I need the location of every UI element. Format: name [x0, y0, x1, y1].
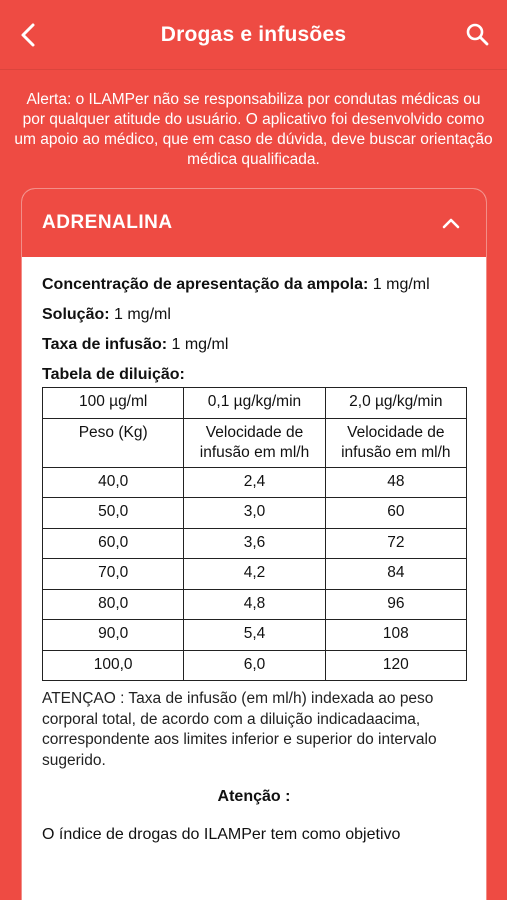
concentration-label: Concentração de apresentação da ampola: — [42, 276, 369, 293]
dilution-table: 100 µg/ml 0,1 µg/kg/min 2,0 µg/kg/min Pe… — [41, 387, 468, 681]
table-cell: 72 — [324, 527, 468, 559]
concentration-line: Concentração de apresentação da ampola: … — [42, 275, 466, 295]
rate-line: Taxa de infusão: 1 mg/ml — [42, 335, 466, 355]
solution-line: Solução: 1 mg/ml — [42, 305, 466, 325]
table-cell: 40,0 — [41, 466, 185, 498]
table-cell: 2,4 — [183, 466, 326, 498]
table-cell: 60,0 — [41, 527, 185, 559]
table-row: 90,0 5,4 108 — [41, 619, 468, 651]
table-cell: 4,2 — [183, 558, 326, 590]
table-cell: 84 — [324, 558, 468, 590]
table-cell: 4,8 — [183, 588, 326, 620]
table-row: 60,0 3,6 72 — [41, 527, 468, 559]
drug-name: ADRENALINA — [42, 212, 173, 233]
table-row: 80,0 4,8 96 — [41, 588, 468, 620]
table-cell: 100,0 — [41, 649, 185, 681]
table-row: 50,0 3,0 60 — [41, 497, 468, 529]
table-cell: 3,6 — [183, 527, 326, 559]
table-cell: 60 — [324, 497, 468, 529]
table-cell: 100 µg/ml — [41, 387, 185, 419]
table-cell: 3,0 — [183, 497, 326, 529]
solution-label: Solução: — [42, 306, 110, 323]
search-icon[interactable] — [465, 22, 489, 46]
table-header-row: 100 µg/ml 0,1 µg/kg/min 2,0 µg/kg/min — [41, 387, 468, 419]
table-cell: 96 — [324, 588, 468, 620]
rate-value: 1 mg/ml — [167, 336, 229, 353]
concentration-value: 1 mg/ml — [368, 276, 430, 293]
page-title: Drogas e infusões — [160, 22, 347, 46]
table-row: 70,0 4,2 84 — [41, 558, 468, 590]
disclaimer-alert: Alerta: o ILAMPer não se responsabiliza … — [14, 91, 493, 168]
table-row: 40,0 2,4 48 — [41, 466, 468, 498]
drug-card: ADRENALINA Concentração de apresentação … — [21, 188, 487, 900]
infusion-note: ATENÇAO : Taxa de infusão (em ml/h) inde… — [42, 690, 437, 769]
table-cell: 90,0 — [41, 619, 185, 651]
drug-card-body: Concentração de apresentação da ampola: … — [22, 259, 486, 845]
table-header-row: Peso (Kg) Velocidade de infusão em ml/h … — [41, 417, 468, 468]
table-cell: 2,0 µg/kg/min — [324, 387, 468, 419]
table-cell: Velocidade de infusão em ml/h — [183, 417, 326, 468]
table-cell: Peso (Kg) — [41, 417, 185, 468]
table-cell: 48 — [324, 466, 468, 498]
table-cell: 108 — [324, 619, 468, 651]
chevron-up-icon[interactable] — [442, 216, 460, 230]
table-cell: 0,1 µg/kg/min — [183, 387, 326, 419]
table-row: 100,0 6,0 120 — [41, 649, 468, 681]
app-header: Drogas e infusões — [0, 0, 507, 70]
table-cell: Velocidade de infusão em ml/h — [324, 417, 468, 468]
table-cell: 120 — [324, 649, 468, 681]
table-cell: 80,0 — [41, 588, 185, 620]
solution-value: 1 mg/ml — [109, 306, 171, 323]
table-cell: 50,0 — [41, 497, 185, 529]
chevron-left-icon[interactable] — [16, 22, 42, 48]
drug-card-header[interactable]: ADRENALINA — [22, 189, 486, 259]
table-cell: 70,0 — [41, 558, 185, 590]
index-description: O índice de drogas do ILAMPer tem como o… — [42, 826, 401, 843]
table-cell: 5,4 — [183, 619, 326, 651]
rate-label: Taxa de infusão: — [42, 336, 168, 353]
dilution-table-title: Tabela de diluição: — [42, 366, 185, 383]
table-cell: 6,0 — [183, 649, 326, 681]
attention-title: Atenção : — [217, 788, 291, 805]
